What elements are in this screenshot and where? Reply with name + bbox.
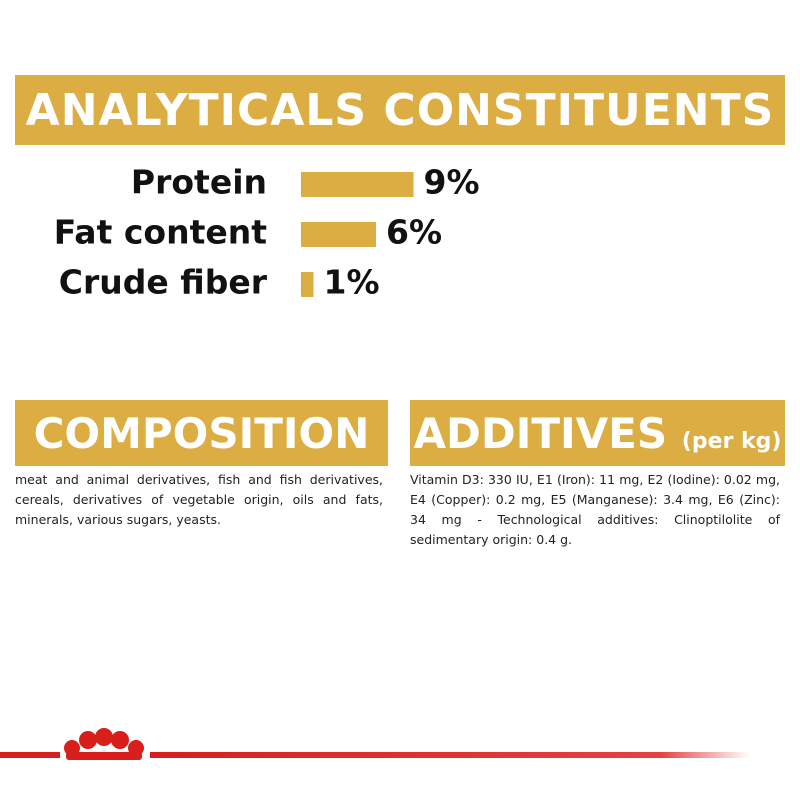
additives-title: ADDITIVES	[413, 409, 668, 458]
bar	[301, 272, 314, 297]
crown-logo	[64, 728, 144, 760]
value-label: 1%	[324, 263, 380, 302]
chart-title: ANALYTICALS CONSTITUENTS	[25, 85, 775, 136]
bar	[301, 172, 414, 197]
value-label: 6%	[386, 213, 442, 252]
category-label: Crude fiber	[59, 263, 268, 302]
additives-banner: ADDITIVES (per kg)	[410, 400, 785, 466]
category-label: Protein	[131, 163, 267, 202]
footer-line	[0, 752, 60, 758]
bar	[301, 222, 376, 247]
footer-line	[150, 752, 750, 758]
composition-title: COMPOSITION	[33, 409, 370, 458]
composition-banner: COMPOSITION	[15, 400, 388, 466]
category-label: Fat content	[54, 213, 268, 252]
value-label: 9%	[424, 163, 480, 202]
additives-unit: (per kg)	[681, 429, 782, 454]
additives-text: Vitamin D3: 330 IU, E1 (Iron): 11 mg, E2…	[410, 472, 780, 547]
title-banner: ANALYTICALS CONSTITUENTS	[15, 75, 785, 145]
composition-text: meat and animal derivatives, fish and fi…	[15, 472, 383, 527]
